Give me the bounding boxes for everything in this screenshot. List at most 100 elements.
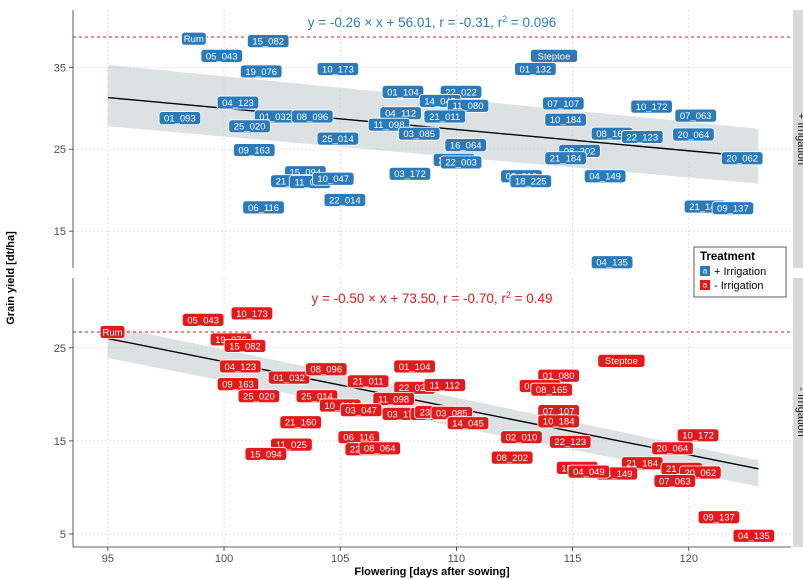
strip-non-irrigated bbox=[793, 278, 803, 547]
point-label: 09_163 bbox=[233, 143, 276, 157]
point-label-box bbox=[530, 382, 573, 397]
point-label: 10_172 bbox=[630, 99, 673, 114]
point-label-box bbox=[358, 441, 401, 456]
point-label-text: 11_098 bbox=[378, 394, 409, 405]
point-label-box bbox=[393, 359, 436, 374]
point-label-text: 15_082 bbox=[229, 341, 261, 352]
point-label-text: 04_135 bbox=[738, 531, 770, 542]
point-label: 04_135 bbox=[732, 528, 776, 543]
point-label-text: 21_160 bbox=[285, 418, 317, 429]
point-label-text: 07_063 bbox=[680, 111, 712, 122]
point-label-text: 04_135 bbox=[596, 258, 628, 269]
point-label-box bbox=[99, 325, 126, 339]
point-label: 09_137 bbox=[711, 201, 755, 216]
point-label-text: 22_022 bbox=[399, 383, 431, 394]
point-label: 07_063 bbox=[653, 474, 697, 488]
legend-label: + Irrigation bbox=[714, 266, 766, 278]
point-label: 09_163 bbox=[216, 377, 260, 392]
point-label: 10_184 bbox=[537, 414, 580, 429]
point-label: 22_123 bbox=[549, 434, 592, 449]
point-label: 21_011 bbox=[346, 374, 390, 389]
point-label-text: 08_064 bbox=[364, 444, 396, 455]
point-label-box bbox=[312, 171, 355, 186]
point-label: 22_003 bbox=[439, 155, 483, 170]
point-label-text: 10_184 bbox=[550, 115, 582, 126]
strip-label-irrigated: + Irrigation bbox=[795, 113, 803, 165]
point-label: 02_010 bbox=[500, 430, 543, 445]
point-label-box bbox=[267, 370, 311, 385]
point-label-box bbox=[444, 138, 487, 153]
point-label: 01_104 bbox=[393, 359, 436, 374]
point-label-text: 11_025 bbox=[295, 177, 326, 188]
point-label-text: 03_047 bbox=[345, 406, 377, 417]
point-label: 25_020 bbox=[228, 119, 271, 134]
point-label-text: 25_020 bbox=[234, 122, 266, 133]
point-label: 01_104 bbox=[381, 85, 425, 99]
point-label-text: Steptoe bbox=[605, 356, 638, 367]
point-label-box bbox=[446, 416, 490, 431]
point-label-box bbox=[500, 430, 543, 445]
point-label-text: 01_104 bbox=[387, 87, 419, 98]
point-label: 07_063 bbox=[674, 108, 717, 123]
point-label: 07_107 bbox=[542, 96, 585, 111]
point-label-text: 14_045 bbox=[452, 419, 484, 430]
y-tick-label: 5 bbox=[60, 529, 66, 541]
point-label-text: 09_163 bbox=[238, 145, 270, 156]
point-label-text: 01_093 bbox=[164, 114, 196, 125]
point-label-text: 08_096 bbox=[310, 365, 342, 376]
point-label-box bbox=[544, 151, 587, 166]
point-label: 21_160 bbox=[279, 415, 322, 430]
point-label: 04_135 bbox=[590, 255, 634, 270]
y-tick-label: 25 bbox=[54, 343, 66, 355]
point-label: 25_020 bbox=[237, 389, 281, 404]
point-label-text: 06_116 bbox=[248, 203, 279, 214]
point-label: 20_062 bbox=[721, 151, 764, 166]
point-label-box bbox=[630, 99, 673, 114]
point-label-text: 04_123 bbox=[222, 98, 254, 109]
legend-item: a + Irrigation bbox=[700, 266, 766, 278]
point-label-text: 10_173 bbox=[236, 309, 268, 320]
point-label-box bbox=[697, 510, 741, 525]
point-label-text: 07_107 bbox=[543, 407, 575, 418]
point-label-box bbox=[676, 428, 720, 443]
point-label-text: 06_116 bbox=[343, 433, 374, 444]
point-label-text: 25_014 bbox=[301, 392, 333, 403]
point-label-box bbox=[446, 98, 490, 113]
x-tick-label: 110 bbox=[448, 553, 466, 565]
point-label-text: 15_094 bbox=[250, 449, 282, 460]
point-label-box bbox=[490, 450, 534, 465]
point-label-box bbox=[732, 528, 776, 543]
point-label-box bbox=[388, 166, 432, 181]
point-label-box bbox=[346, 374, 390, 389]
point-label-text: 02_010 bbox=[506, 433, 538, 444]
x-axis-title: Flowering [days after sowing] bbox=[354, 566, 510, 578]
point-label: 01_132 bbox=[514, 62, 557, 76]
strip-label-non-irrigated: - Irrigation bbox=[795, 387, 803, 437]
point-label-text: 25_014 bbox=[322, 134, 354, 145]
point-label-text: 01_080 bbox=[543, 371, 575, 382]
point-label-text: 04_123 bbox=[224, 362, 256, 373]
point-label-text: Steptoe bbox=[538, 51, 571, 62]
point-label: 11_112 bbox=[423, 378, 466, 392]
point-label-text: 21_141 bbox=[689, 202, 721, 213]
point-label-text: 09_137 bbox=[717, 204, 749, 215]
point-label-text: 08_096 bbox=[296, 112, 328, 123]
point-label-box bbox=[291, 109, 334, 124]
point-label: 04_049 bbox=[567, 464, 611, 479]
point-label-text: 22_123 bbox=[626, 132, 658, 143]
point-label-box bbox=[514, 62, 557, 76]
point-label-text: 10_172 bbox=[636, 102, 668, 113]
point-label: 20_064 bbox=[651, 441, 694, 456]
point-label-text: 04_112 bbox=[385, 109, 416, 120]
point-label: 10_173 bbox=[316, 62, 360, 76]
point-label-text: 21_184 bbox=[626, 459, 658, 470]
point-label: Rum bbox=[99, 325, 126, 339]
point-label: 10_173 bbox=[230, 306, 274, 321]
point-label: 05_043 bbox=[200, 48, 243, 63]
x-axis: 95 100 105 110 115 120 bbox=[73, 546, 791, 565]
strip-irrigated bbox=[793, 10, 803, 268]
point-label-text: 11_112 bbox=[430, 380, 460, 391]
point-label-text: 20_062 bbox=[685, 468, 717, 479]
point-label-text: 18_225 bbox=[515, 177, 547, 188]
x-tick-label: 105 bbox=[331, 553, 349, 565]
